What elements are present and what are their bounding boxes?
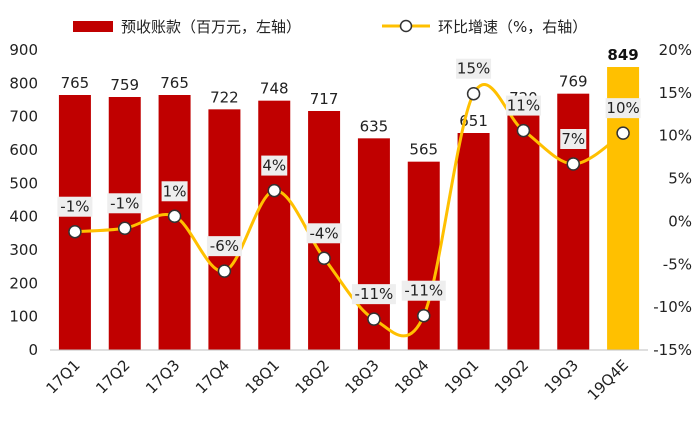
legend: 预收账款（百万元，左轴） 环比增速（%，右轴） [73, 18, 587, 36]
growth-point [167, 209, 182, 224]
growth-value-label: 1% [163, 182, 187, 200]
left-tick-label: 400 [9, 208, 38, 226]
line-layer: -1% -1% 1% -6% 4% -4% -11% -11% 15% 11% 7% 10% [57, 58, 641, 338]
category-label: 18Q2 [292, 356, 333, 397]
bar-value-label: 765 [61, 74, 90, 92]
right-axis: -15% -10% -5% 0% 5% 10% 15% 20% [653, 41, 692, 359]
growth-label-bg [57, 196, 93, 217]
growth-value-label: -4% [309, 224, 338, 242]
growth-point [616, 126, 630, 140]
growth-label-bg [560, 129, 587, 149]
category-axis: 17Q1 17Q2 17Q3 17Q4 18Q1 18Q2 18Q3 18Q4 19Q1 19Q2… [42, 356, 631, 404]
growth-value-label: 7% [561, 130, 585, 148]
bar-value-label: 849 [607, 46, 638, 64]
growth-point [317, 251, 331, 266]
bars: 765759765722748717635565651720769849 [58, 46, 640, 351]
bar-value-label: 748 [260, 80, 289, 98]
category-label: 19Q2 [491, 356, 532, 397]
category-label: 18Q3 [341, 356, 382, 397]
growth-point [417, 308, 431, 323]
right-tick-label: 20% [659, 41, 692, 59]
growth-point [466, 86, 481, 101]
growth-value-label: 4% [262, 157, 286, 175]
growth-value-label: -6% [210, 237, 239, 255]
category-label: 17Q4 [192, 356, 233, 397]
right-tick-label: -5% [663, 255, 692, 273]
right-tick-label: 5% [668, 170, 692, 188]
category-label: 18Q1 [242, 356, 283, 397]
growth-point [118, 221, 132, 236]
right-tick-label: 0% [668, 212, 692, 230]
left-tick-label: 600 [9, 141, 38, 159]
growth-value-label: -1% [110, 194, 139, 212]
left-tick-label: 200 [9, 274, 38, 292]
bar-value-label: 769 [559, 73, 588, 91]
legend-bar-label: 预收账款（百万元，左轴） [121, 18, 301, 36]
left-axis: 0 100 200 300 400 500 600 700 800 900 [9, 41, 38, 359]
growth-point [367, 312, 381, 326]
growth-value-label: 11% [507, 97, 540, 115]
bar [208, 109, 241, 350]
left-tick-label: 0 [28, 341, 38, 359]
category-label: 19Q1 [441, 356, 482, 397]
growth-label-bg [206, 236, 242, 257]
growth-point [566, 157, 580, 171]
bar-value-label: 717 [310, 90, 339, 108]
bar-value-label: 565 [409, 141, 438, 159]
bar-value-label: 759 [110, 76, 139, 94]
growth-point [516, 123, 531, 138]
growth-value-label: -11% [404, 282, 443, 300]
growth-label-bg [401, 280, 446, 301]
left-tick-label: 700 [9, 108, 38, 126]
category-label: 19Q4E [584, 356, 632, 404]
right-tick-label: 10% [659, 127, 692, 145]
growth-label-bg [306, 223, 342, 244]
growth-value-label: 15% [457, 60, 490, 78]
category-label: 17Q1 [42, 356, 83, 397]
growth-value-label: 10% [606, 99, 639, 117]
legend-bar-swatch [73, 21, 113, 32]
category-label: 17Q2 [92, 356, 133, 397]
bar-value-label: 722 [210, 88, 239, 106]
growth-label-bg [107, 193, 143, 214]
growth-label-bg [261, 155, 288, 176]
legend-line-marker [399, 19, 413, 33]
growth-value-label: -1% [60, 198, 89, 216]
category-label: 19Q3 [541, 356, 582, 397]
growth-value-label: -11% [355, 285, 394, 303]
left-tick-label: 800 [9, 74, 38, 92]
growth-label-bg [161, 181, 188, 202]
right-tick-label: 15% [659, 84, 692, 102]
bar-value-label: 765 [160, 74, 189, 92]
left-tick-label: 100 [9, 308, 38, 326]
growth-point [68, 224, 82, 239]
category-label: 18Q4 [391, 356, 432, 397]
right-tick-label: -15% [653, 341, 692, 359]
left-tick-label: 500 [9, 174, 38, 192]
bar [457, 133, 490, 350]
left-tick-label: 300 [9, 241, 38, 259]
growth-point [267, 183, 281, 198]
bar-value-label: 635 [360, 117, 389, 135]
growth-label-bg [605, 98, 641, 119]
category-label: 17Q3 [142, 356, 183, 397]
bar [258, 100, 291, 351]
growth-label-bg [505, 95, 541, 116]
left-tick-label: 900 [9, 41, 38, 59]
growth-label-bg [351, 284, 396, 305]
growth-line [74, 83, 624, 338]
legend-line-label: 环比增速（%，右轴） [438, 18, 587, 36]
right-tick-label: -10% [653, 298, 692, 316]
growth-label-bg [456, 58, 492, 79]
growth-point [217, 264, 232, 278]
bar [58, 95, 91, 350]
bar [507, 110, 540, 350]
